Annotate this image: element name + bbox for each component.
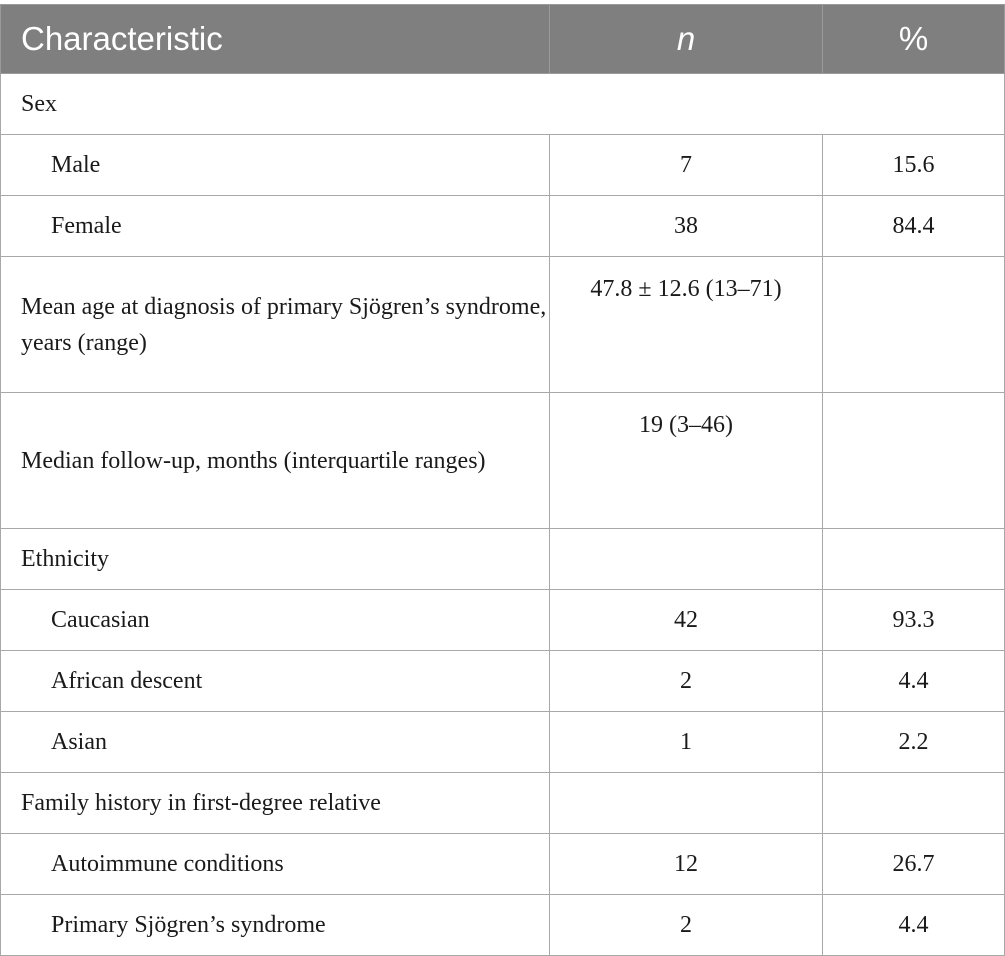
row-n: 42 (549, 589, 823, 651)
row-percent: 26.7 (822, 833, 1005, 895)
row-percent (822, 256, 1005, 393)
section-label-ethnicity: Ethnicity (0, 528, 550, 590)
row-label: Female (0, 195, 550, 257)
table-row-asian: Asian 1 2.2 (0, 711, 1005, 773)
table-row-primary-sjogrens: Primary Sjögren’s syndrome 2 4.4 (0, 894, 1005, 956)
row-label: Median follow-up, months (interquartile … (0, 392, 550, 529)
row-label: African descent (0, 650, 550, 712)
row-n: 19 (3–46) (549, 392, 823, 529)
row-percent: 84.4 (822, 195, 1005, 257)
table-row-autoimmune-conditions: Autoimmune conditions 12 26.7 (0, 833, 1005, 895)
row-label: Male (0, 134, 550, 196)
table-row-median-follow-up: Median follow-up, months (interquartile … (0, 392, 1005, 529)
table-row-african-descent: African descent 2 4.4 (0, 650, 1005, 712)
table-header: Characteristic n % (0, 4, 1005, 74)
header-percent: % (822, 4, 1005, 74)
table-row-male: Male 7 15.6 (0, 134, 1005, 196)
row-label: Caucasian (0, 589, 550, 651)
section-label-sex: Sex (0, 73, 1005, 135)
table-body: Sex Male 7 15.6 Female 38 84.4 Mean age … (0, 73, 1005, 956)
row-n: 2 (549, 894, 823, 956)
table-row-female: Female 38 84.4 (0, 195, 1005, 257)
table-row-caucasian: Caucasian 42 93.3 (0, 589, 1005, 651)
row-label: Primary Sjögren’s syndrome (0, 894, 550, 956)
row-n: 38 (549, 195, 823, 257)
section-label-family-history: Family history in first-degree relative (0, 772, 550, 834)
row-n: 2 (549, 650, 823, 712)
table-row-family-history: Family history in first-degree relative (0, 772, 1005, 834)
header-characteristic: Characteristic (0, 4, 550, 74)
row-n: 47.8 ± 12.6 (13–71) (549, 256, 823, 393)
table-row-mean-age: Mean age at diagnosis of primary Sjögren… (0, 256, 1005, 393)
table-row-sex: Sex (0, 73, 1005, 135)
row-percent (822, 528, 1005, 590)
table-row-ethnicity: Ethnicity (0, 528, 1005, 590)
row-percent: 15.6 (822, 134, 1005, 196)
row-percent: 4.4 (822, 894, 1005, 956)
characteristics-table: Characteristic n % Sex Male 7 15.6 Femal… (0, 4, 1005, 956)
row-n (549, 772, 823, 834)
row-percent (822, 772, 1005, 834)
row-percent: 2.2 (822, 711, 1005, 773)
header-n: n (549, 4, 823, 74)
row-n: 7 (549, 134, 823, 196)
row-label: Autoimmune conditions (0, 833, 550, 895)
row-n: 12 (549, 833, 823, 895)
row-n (549, 528, 823, 590)
row-percent: 93.3 (822, 589, 1005, 651)
header-row: Characteristic n % (0, 4, 1005, 74)
row-label: Asian (0, 711, 550, 773)
row-n: 1 (549, 711, 823, 773)
row-percent (822, 392, 1005, 529)
row-label: Mean age at diagnosis of primary Sjögren… (0, 256, 550, 393)
row-percent: 4.4 (822, 650, 1005, 712)
